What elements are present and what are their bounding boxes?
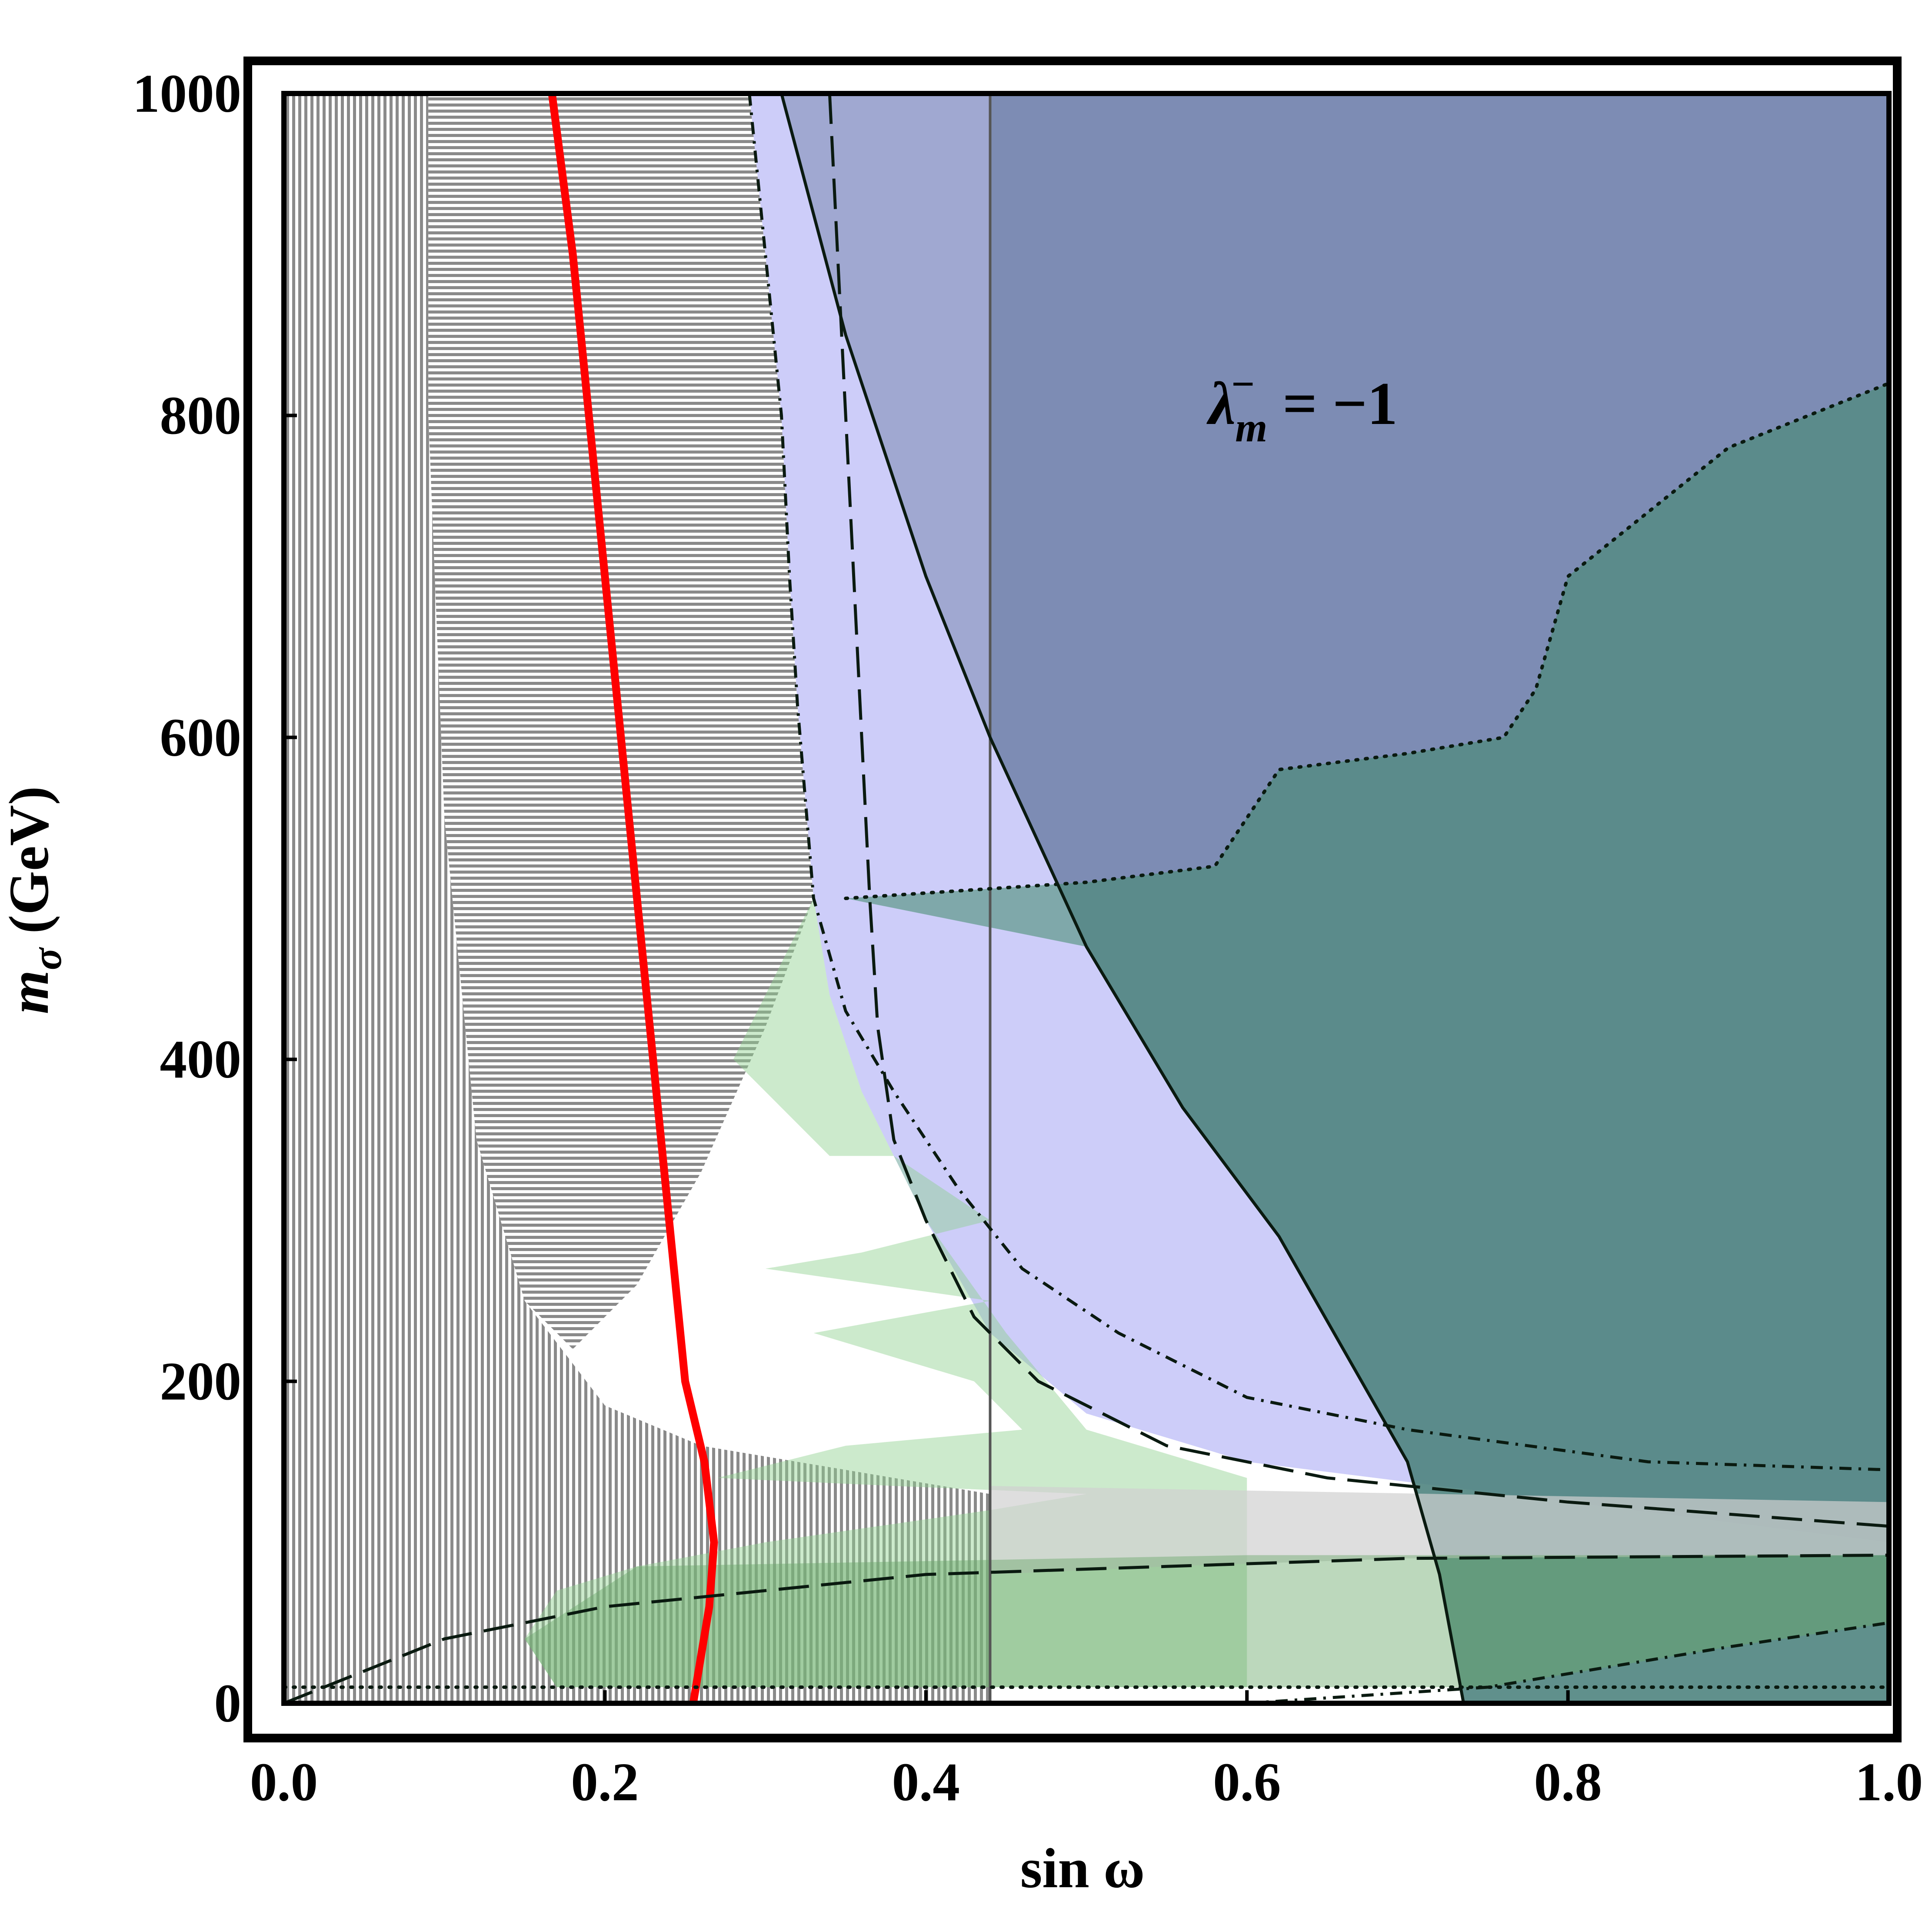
y-tick-label: 800 (160, 386, 242, 446)
y-tick-label: 0 (214, 1674, 242, 1734)
hatch-region-vertical (284, 93, 429, 1703)
series-curve-4 (748, 93, 1889, 1472)
x-tick-label: 1.0 (1855, 1752, 1923, 1812)
hatch-region-lower (428, 415, 990, 1703)
x-axis-ticks: 0.0 0.2 0.4 0.6 0.8 1.0 (250, 1690, 1923, 1812)
plot-frame (243, 57, 1902, 1742)
x-tick-label: 0.6 (1213, 1752, 1281, 1812)
series-curve-3 (284, 1553, 1889, 1703)
series-curve-2 (828, 93, 1889, 1528)
x-tick-label: 0.4 (892, 1752, 960, 1812)
x-tick-label: 0.0 (250, 1752, 318, 1812)
y-axis-ticks: 0 200 400 600 800 1000 (133, 64, 297, 1734)
series-curve-6 (844, 381, 1889, 900)
y-tick-label: 400 (160, 1030, 242, 1090)
green-region-upper (846, 383, 1889, 1703)
series-curve-5 (1246, 1621, 1889, 1703)
y-tick-label: 200 (160, 1352, 242, 1412)
series-curve-1 (780, 93, 1466, 1703)
x-tick-label: 0.8 (1534, 1752, 1602, 1812)
curves (284, 93, 1889, 1703)
y-tick-label: 600 (160, 708, 242, 768)
x-tick-label: 0.2 (571, 1752, 639, 1812)
shaded-regions (284, 93, 1889, 1703)
x-axis-title: sin ω (1020, 1837, 1145, 1900)
axes-box (281, 91, 1892, 1706)
y-tick-label: 1000 (133, 64, 241, 124)
green-region-lower (524, 1555, 1889, 1687)
lambda-annotation: λ− m = −1 (1206, 361, 1398, 450)
y-axis-title: mσ (GeV) (0, 786, 70, 1014)
